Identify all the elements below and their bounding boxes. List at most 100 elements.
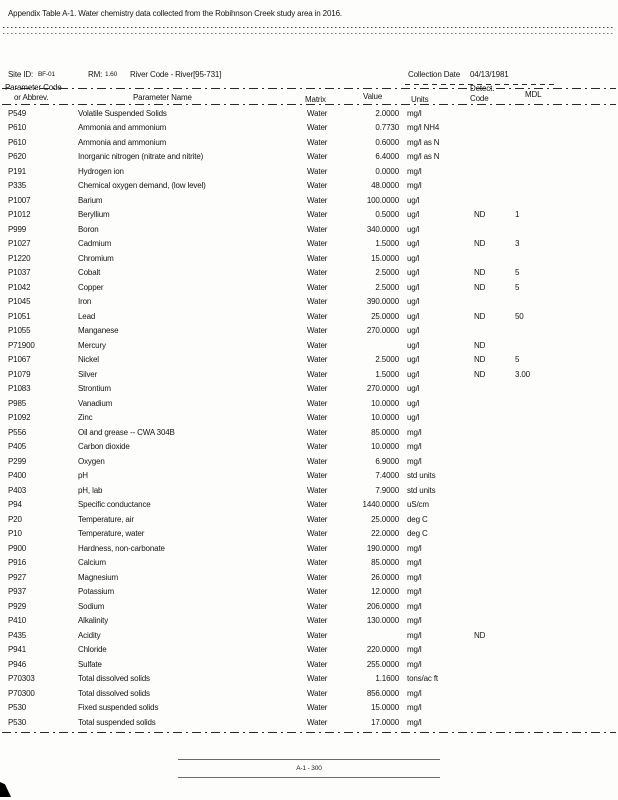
cell-matrix: Water: [307, 616, 328, 626]
table-row: P1007 Barium Water 100.0000 ug/l: [0, 193, 618, 208]
table-row: P70300 Total dissolved solids Water 856.000…: [0, 686, 618, 701]
river-code: River Code - River[95-731]: [130, 70, 222, 79]
table-row: P916 Calcium Water 85.0000 mg/l: [0, 556, 618, 571]
cell-name: Barium: [78, 195, 103, 205]
cell-detect: [462, 106, 510, 121]
cell-matrix: Water: [307, 340, 328, 350]
cell-matrix: Water: [307, 384, 328, 394]
rm-value: 1.60: [105, 71, 118, 78]
cell-detect: [462, 556, 510, 571]
cell-matrix: Water: [307, 210, 328, 220]
cell-mdl: [510, 193, 618, 208]
cell-matrix: Water: [307, 471, 328, 481]
cell-mdl: [510, 469, 618, 484]
cell-mdl: [510, 222, 618, 237]
cell-value: 255.0000: [366, 659, 399, 669]
cell-matrix: Water: [307, 369, 328, 379]
cell-units: ug/l: [407, 224, 420, 234]
header-bottom-line: [2, 104, 616, 105]
cell-detect: ND: [474, 630, 486, 640]
header-matrix: Matrix: [305, 95, 326, 104]
table-row: P335 Chemical oxygen demand, (low level) W…: [0, 179, 618, 194]
cell-code: P71900: [8, 340, 35, 350]
table-row: P1220 Chromium Water 15.0000 ug/l: [0, 251, 618, 266]
cell-value: 190.0000: [366, 543, 399, 553]
cell-matrix: Water: [307, 108, 328, 118]
cell-mdl: 5: [515, 355, 520, 365]
cell-mdl: [510, 179, 618, 194]
table-row: P70303 Total dissolved solids Water 1.1600 t…: [0, 672, 618, 687]
cell-detect: [462, 614, 510, 629]
cell-mdl: [510, 150, 618, 165]
cell-name: Volatile Suspended Solids: [78, 108, 167, 118]
cell-value: 220.0000: [366, 645, 399, 655]
table-row: P403 pH, lab Water 7.9000 std units: [0, 483, 618, 498]
table-row: P556 Oil and grease -- CWA 304B Water 85.00…: [0, 425, 618, 440]
cell-code: P1012: [8, 210, 31, 220]
table-row: P530 Fixed suspended solids Water 15.0000 mg…: [0, 701, 618, 716]
cell-mdl: [510, 425, 618, 440]
cell-value: 0.7730: [375, 123, 399, 133]
cell-mdl: [510, 454, 618, 469]
cell-units: ug/l: [407, 340, 420, 350]
cell-matrix: Water: [307, 485, 328, 495]
cell-detect: [462, 324, 510, 339]
cell-mdl: [510, 585, 618, 600]
header-value: Value: [363, 92, 383, 101]
cell-detect: [462, 295, 510, 310]
table-row: P1045 Iron Water 390.0000 ug/l: [0, 295, 618, 310]
cell-mdl: [510, 324, 618, 339]
header-param-name: Parameter Name: [133, 93, 192, 102]
cell-value: 6.9000: [375, 456, 399, 466]
cell-matrix: Water: [307, 587, 328, 597]
cell-matrix: Water: [307, 500, 328, 510]
cell-detect: [462, 643, 510, 658]
cell-detect: [462, 425, 510, 440]
cell-units: ug/l: [407, 413, 420, 423]
cell-matrix: Water: [307, 529, 328, 539]
table-row: P549 Volatile Suspended Solids Water 2.0000…: [0, 106, 618, 121]
cell-mdl: [510, 657, 618, 672]
table-row: P1092 Zinc Water 10.0000 ug/l: [0, 411, 618, 426]
cell-value: 2.5000: [375, 355, 399, 365]
cell-name: Ammonia and ammonium: [78, 137, 167, 147]
cell-detect: [462, 469, 510, 484]
collection-date-value: 04/13/1981: [470, 70, 509, 79]
cell-units: mg/l: [407, 616, 422, 626]
table-row: P94 Specific conductance Water 1440.0000 uS/…: [0, 498, 618, 513]
cell-mdl: 5: [515, 282, 520, 292]
header-top-line: [2, 88, 616, 89]
cell-code: P1027: [8, 239, 31, 249]
cell-detect: ND: [474, 210, 486, 220]
cell-matrix: Water: [307, 355, 328, 365]
cell-detect: ND: [474, 369, 486, 379]
cell-units: mg/l: [407, 688, 422, 698]
cell-matrix: Water: [307, 572, 328, 582]
cell-mdl: [510, 701, 618, 716]
cell-units: ug/l: [407, 311, 420, 321]
table-row: P435 Acidity Water mg/l ND: [0, 628, 618, 643]
cell-matrix: Water: [307, 688, 328, 698]
cell-units: mg/l: [407, 717, 422, 727]
cell-value: 2.5000: [375, 282, 399, 292]
cell-value: 17.0000: [371, 717, 399, 727]
cell-units: mg/l: [407, 427, 422, 437]
cell-value: 390.0000: [366, 297, 399, 307]
cell-value: 85.0000: [371, 427, 399, 437]
table-row: P400 pH Water 7.4000 std units: [0, 469, 618, 484]
collection-date-label: Collection Date: [408, 70, 461, 79]
header-mdl: MDL: [525, 90, 542, 99]
cell-units: mg/l: [407, 558, 422, 568]
cell-matrix: Water: [307, 442, 328, 452]
cell-detect: [462, 193, 510, 208]
cell-value: 7.9000: [375, 485, 399, 495]
cell-mdl: 5: [515, 268, 520, 278]
cell-name: Acidity: [78, 630, 101, 640]
cell-units: mg/l: [407, 703, 422, 713]
cell-mdl: [510, 556, 618, 571]
table-row: P1067 Nickel Water 2.5000 ug/l ND 5: [0, 353, 618, 368]
collection-date-underline: [405, 84, 557, 85]
table-row: P1079 Silver Water 1.5000 ug/l ND 3.00: [0, 367, 618, 382]
cell-mdl: 3.00: [515, 369, 530, 379]
